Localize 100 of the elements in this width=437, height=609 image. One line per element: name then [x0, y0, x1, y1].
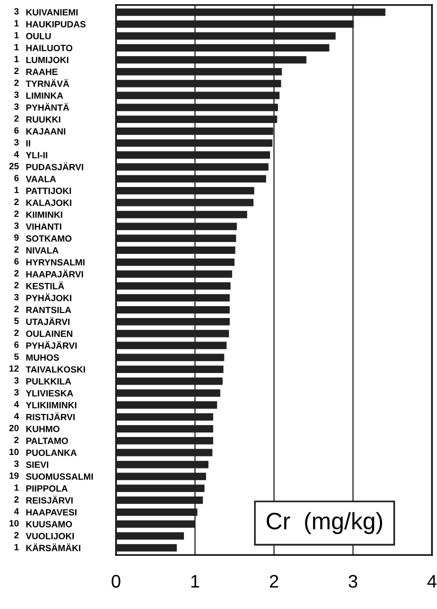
- y-tick-label: HAUKIPUDAS: [26, 21, 86, 28]
- y-tick-label: PATTIJOKI: [26, 188, 71, 194]
- y-tick-label: KÄRSÄMÄKI: [26, 543, 80, 552]
- text: 5: [14, 354, 19, 360]
- text: 1: [14, 186, 19, 194]
- y-tick-label: PYHÄJOKI: [26, 293, 72, 302]
- y-tick-label: KUUSAMO: [26, 521, 72, 528]
- y-tick-label: TAIVALKOSKI: [26, 366, 85, 373]
- y-tick-label: KIIMINKI: [26, 212, 62, 218]
- bar: [116, 306, 230, 314]
- text: 4: [14, 413, 19, 420]
- text: 3: [14, 294, 19, 300]
- y-tick-label: NIVALA: [26, 247, 58, 254]
- bar: [116, 80, 282, 88]
- bar: [116, 222, 237, 230]
- y-tick-label: OULAINEN: [26, 330, 72, 337]
- text: 2: [14, 270, 19, 276]
- bar: [116, 366, 224, 373]
- y-tick-label: YLI-II: [26, 152, 48, 158]
- bar: [116, 508, 198, 516]
- bar: [116, 460, 208, 468]
- y-tick-label: YLIVIESKA: [26, 390, 74, 396]
- bar: [116, 448, 212, 456]
- text: 25: [9, 162, 19, 170]
- bar: [116, 532, 184, 540]
- text: 4: [14, 151, 19, 158]
- text: 12: [10, 365, 19, 372]
- text: 1: [14, 20, 19, 26]
- bar: [116, 210, 248, 218]
- y-tick-label: RISTIJÄRVI: [26, 412, 75, 420]
- text: 3: [14, 8, 19, 15]
- bar: [116, 389, 220, 397]
- text: 3: [14, 103, 19, 110]
- bar: [116, 520, 195, 528]
- bar: [116, 175, 266, 182]
- y-tick-label: LUMIJOKI: [26, 56, 68, 64]
- y-tick-label: LIMINKA: [26, 92, 64, 99]
- text: 2: [14, 306, 19, 312]
- bar: [116, 401, 218, 409]
- y-tick-label: PYHÄJÄRVI: [26, 341, 77, 349]
- bar: [116, 472, 206, 480]
- bar: [116, 282, 231, 290]
- x-tick-label: 1: [191, 575, 200, 588]
- y-tick-label: KAJAANI: [26, 128, 66, 135]
- text: 9: [14, 234, 19, 241]
- text: 19: [10, 472, 19, 479]
- y-tick-label: UTAJÄRVI: [26, 317, 70, 326]
- annotation: Cr (mg/kg): [266, 512, 382, 534]
- text: 2: [14, 80, 19, 86]
- y-tick-label: HYRYNSALMI: [26, 259, 84, 266]
- text: 3: [14, 92, 19, 98]
- text: 1: [14, 32, 19, 38]
- bar: [116, 139, 272, 147]
- text: 1: [14, 44, 19, 50]
- y-tick-label: HAAPAVESI: [26, 509, 76, 516]
- y-tick-label: PUDASJÄRVI: [26, 162, 84, 170]
- text: 4: [14, 508, 19, 514]
- y-tick-label: PUOLANKA: [26, 450, 77, 456]
- text: 3: [14, 460, 19, 467]
- bar: [116, 354, 224, 362]
- y-tick-label: PIIPPOLA: [26, 485, 68, 492]
- bar: [116, 8, 386, 16]
- bar: [116, 68, 282, 76]
- bar: [116, 425, 214, 432]
- y-tick-label: MUHOS: [26, 354, 59, 361]
- bar: [116, 484, 204, 492]
- text: 2: [14, 115, 19, 122]
- bar: [116, 258, 234, 266]
- y-tick-label: RAAHE: [26, 68, 58, 75]
- text: 10: [10, 448, 19, 456]
- bar: [116, 116, 278, 123]
- bar: [116, 294, 230, 302]
- y-tick-label: KUIVANIEMI: [26, 9, 78, 16]
- text: 2: [14, 246, 19, 253]
- text: 2: [14, 282, 19, 288]
- bar: [116, 544, 177, 552]
- y-tick-label: PALTAMO: [26, 438, 68, 444]
- y-tick-label: RUUKKI: [26, 116, 60, 123]
- text: 3: [14, 222, 19, 229]
- bar: [116, 330, 229, 338]
- text: 2: [14, 68, 19, 74]
- text: 2: [14, 210, 19, 217]
- bar: [116, 496, 203, 504]
- text: 20: [9, 424, 19, 432]
- y-tick-label: HAILUOTO: [26, 44, 72, 52]
- y-tick-label: KUHMO: [26, 426, 60, 432]
- bar: [116, 234, 236, 242]
- y-tick-label: TYRNÄVÄ: [26, 79, 70, 87]
- bar: [116, 378, 223, 385]
- bar: [116, 104, 278, 112]
- text: 3: [14, 389, 19, 396]
- bar: [116, 198, 254, 206]
- bar: [116, 56, 306, 64]
- text: 3: [14, 139, 19, 146]
- y-tick-label: VUOLIJOKI: [26, 532, 74, 540]
- bar: [116, 270, 232, 278]
- y-tick-label: SIEVI: [26, 461, 48, 468]
- y-tick-label: OULU: [26, 32, 51, 40]
- bar: [116, 413, 214, 421]
- x-tick-label: 4: [427, 575, 436, 588]
